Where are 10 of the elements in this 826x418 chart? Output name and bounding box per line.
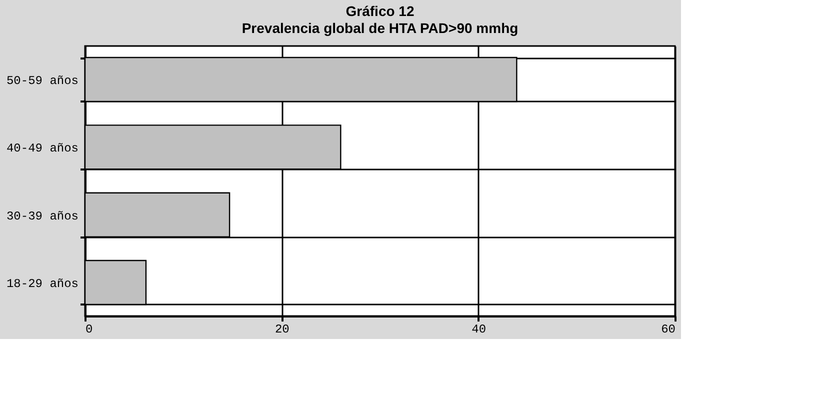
- x-tick-label: 40: [472, 322, 486, 336]
- x-tick-label: 60: [661, 322, 676, 336]
- chart-subtitle: Prevalencia global de HTA PAD>90 mmhg: [242, 20, 518, 36]
- y-tick-label: 50-59 años: [6, 74, 78, 88]
- x-tick-label: 0: [86, 322, 93, 336]
- y-tick-label: 40-49 años: [6, 142, 78, 156]
- y-tick-label: 18-29 años: [6, 277, 78, 292]
- x-tick-label: 20: [274, 322, 290, 336]
- chart-title: Gráfico 12: [346, 3, 414, 19]
- y-tick-label: 30-39 años: [6, 209, 78, 224]
